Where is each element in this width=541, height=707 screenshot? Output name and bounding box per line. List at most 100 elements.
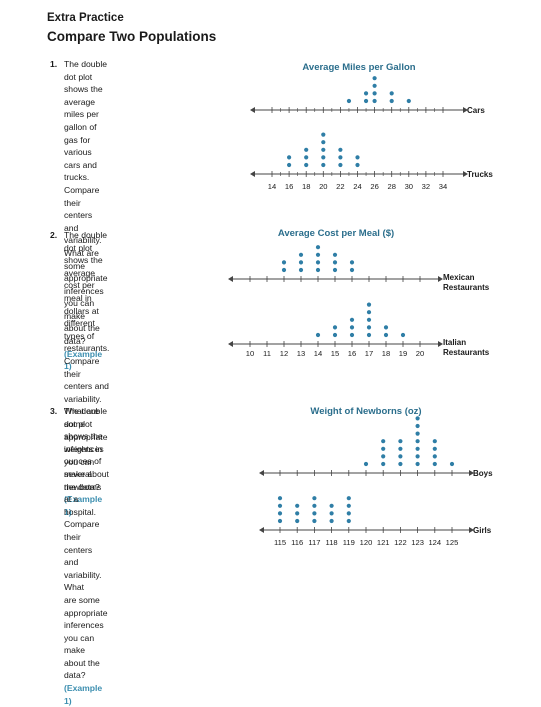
series-label: Mexican Restaurants (443, 273, 490, 292)
data-dot (415, 416, 420, 421)
arrow-right-icon (469, 527, 474, 533)
data-dot (329, 503, 334, 508)
example-link[interactable]: (Example 1) (64, 348, 103, 372)
question-line: Compare their centers and (64, 355, 109, 392)
data-dot (315, 332, 321, 338)
data-dot (281, 267, 287, 273)
data-dot (346, 503, 351, 508)
tick-label: 122 (394, 538, 407, 547)
question-number: 2. (50, 230, 58, 240)
arrow-right-icon (438, 341, 443, 347)
question-line: trucks. Compare their centers and (64, 172, 100, 233)
data-dot (381, 446, 386, 451)
example-link[interactable]: (Example 1) (64, 494, 103, 518)
data-dot (321, 132, 326, 137)
tick-label: 18 (382, 349, 390, 358)
data-dot (332, 252, 338, 257)
series-label: Boys (473, 469, 493, 478)
tick-label: 125 (446, 538, 459, 547)
data-dot (398, 461, 403, 467)
example-link[interactable]: (Example 1) (64, 683, 103, 706)
data-dot (383, 332, 389, 338)
tick-label: 10 (246, 349, 254, 358)
data-dot (287, 162, 292, 168)
tick-label: 124 (428, 538, 441, 547)
data-dot (312, 496, 317, 501)
data-dot (381, 461, 386, 467)
data-dot (349, 325, 355, 330)
data-dot (277, 496, 283, 501)
tick-label: 123 (411, 538, 424, 547)
series-label: Italian Restaurants (443, 338, 490, 357)
data-dot (329, 511, 334, 516)
data-dot (277, 518, 283, 524)
series-label: Trucks (467, 170, 493, 179)
data-dot (415, 446, 420, 451)
data-dot (363, 98, 369, 104)
data-dot (432, 446, 437, 451)
data-dot (332, 325, 338, 330)
tick-label: 30 (405, 182, 413, 191)
data-dot (304, 162, 309, 168)
question-line: miles per gallon of gas for various cars… (64, 109, 99, 170)
tick-label: 13 (297, 349, 305, 358)
chart-title: Average Miles per Gallon (302, 62, 415, 73)
data-dot (315, 245, 321, 250)
tick-label: 19 (399, 349, 407, 358)
data-dot (332, 332, 338, 338)
question-number: 3. (50, 406, 58, 416)
data-dot (372, 83, 377, 88)
data-dot (315, 267, 321, 273)
question-line-text: make about the data? (64, 469, 109, 492)
tick-label: 14 (314, 349, 322, 358)
data-dot (281, 260, 287, 265)
data-dot (349, 260, 355, 265)
data-dot (321, 155, 326, 160)
data-dot (304, 155, 309, 160)
data-dot (349, 332, 355, 338)
data-dot (400, 332, 406, 338)
data-dot (338, 155, 343, 160)
question-line: The double dot plot shows the (64, 230, 108, 266)
question-line: inferences you can make about the data? (64, 285, 104, 347)
series-label-line: Restaurants (443, 348, 490, 357)
arrow-right-icon (469, 470, 474, 476)
data-dot (346, 518, 351, 524)
data-dot (329, 518, 334, 524)
data-dot (372, 91, 377, 96)
data-dot (315, 260, 321, 265)
tick-label: 20 (416, 349, 424, 358)
data-dot (298, 267, 304, 273)
data-dot (295, 511, 300, 516)
tick-label: 16 (348, 349, 356, 358)
question-line: variability. What are some (64, 393, 102, 429)
series-label: Girls (473, 526, 492, 535)
data-dot (398, 446, 403, 451)
question-line: The double dot plot shows the weights in (64, 406, 108, 454)
data-dot (277, 511, 283, 516)
question-line-text: make about the data? (64, 645, 100, 681)
question-line: appropriate inferences you can (64, 431, 108, 467)
data-dot (432, 454, 437, 459)
data-dot (415, 461, 420, 467)
tick-label: 116 (291, 538, 303, 547)
dot-plot-mpg: Average Miles per Gallon Cars Trucks 14 16 18… (228, 62, 493, 547)
arrow-right-icon (438, 276, 443, 282)
question-line: The double dot plot shows the average (64, 59, 108, 107)
data-dot (346, 496, 351, 501)
tick-label: 22 (336, 182, 344, 191)
data-dot (406, 98, 411, 104)
data-dot (321, 140, 326, 145)
data-dot (338, 147, 343, 152)
data-dot (415, 454, 420, 459)
data-dot (349, 317, 355, 322)
arrow-left-icon (228, 341, 233, 347)
tick-label: 117 (308, 538, 320, 547)
data-dot (366, 317, 372, 322)
data-dot (415, 423, 420, 429)
data-dot (338, 162, 343, 168)
tick-label: 12 (280, 349, 288, 358)
tick-label: 18 (302, 182, 310, 191)
tick-label: 20 (319, 182, 327, 191)
tick-label: 34 (439, 182, 447, 191)
